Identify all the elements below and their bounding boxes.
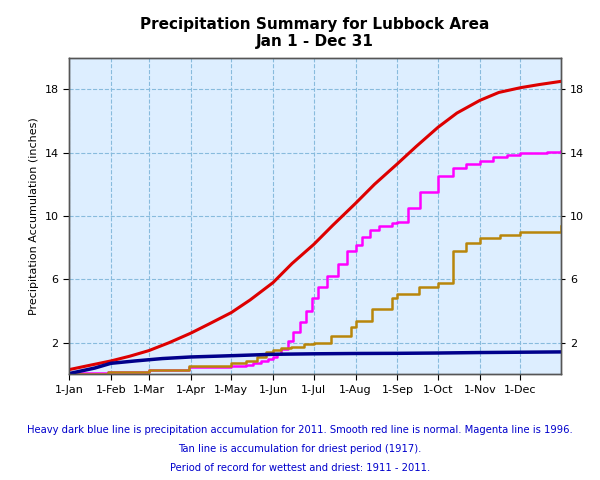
Y-axis label: Precipitation Accumulation (inches): Precipitation Accumulation (inches) xyxy=(29,117,39,315)
Text: Period of record for wettest and driest: 1911 - 2011.: Period of record for wettest and driest:… xyxy=(170,463,430,473)
Text: Heavy dark blue line is precipitation accumulation for 2011. Smooth red line is : Heavy dark blue line is precipitation ac… xyxy=(27,425,573,435)
Title: Precipitation Summary for Lubbock Area
Jan 1 - Dec 31: Precipitation Summary for Lubbock Area J… xyxy=(140,17,490,49)
Text: Tan line is accumulation for driest period (1917).: Tan line is accumulation for driest peri… xyxy=(178,444,422,454)
